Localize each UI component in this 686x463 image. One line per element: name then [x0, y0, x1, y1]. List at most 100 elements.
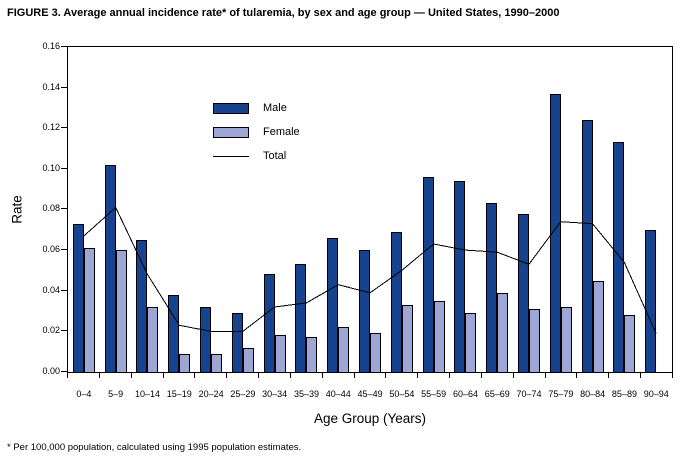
- x-tick-label: 60–64: [452, 389, 478, 399]
- bar-male: [168, 295, 180, 372]
- x-tick-label: 70–74: [516, 389, 542, 399]
- bar-female: [529, 309, 541, 372]
- y-tick-label: 0.04: [42, 285, 60, 295]
- x-tick-mark: [640, 373, 641, 378]
- age-group-cell: [291, 47, 323, 372]
- x-tick-mark: [67, 373, 68, 378]
- bar-female: [592, 281, 604, 372]
- age-group-cell: [259, 47, 291, 372]
- legend: Male Female Total: [213, 102, 300, 174]
- age-group-cell: [132, 47, 164, 372]
- x-tick-mark: [672, 373, 673, 378]
- bar-male: [136, 240, 148, 372]
- bar-female: [465, 313, 477, 372]
- x-tick-label: 40–44: [325, 389, 351, 399]
- y-tick-label: 0.10: [42, 163, 60, 173]
- bar-female: [115, 250, 127, 372]
- x-tick-label: 50–54: [389, 389, 415, 399]
- footnote: * Per 100,000 population, calculated usi…: [7, 442, 302, 453]
- age-group-cell: [513, 47, 545, 372]
- x-tick-mark: [481, 373, 482, 378]
- x-tick-mark: [163, 373, 164, 378]
- y-tick-mark: [61, 290, 67, 291]
- legend-item-total: Total: [213, 150, 300, 162]
- bar-female: [370, 333, 382, 372]
- age-group-cell: [322, 47, 354, 372]
- figure-title: FIGURE 3. Average annual incidence rate*…: [7, 7, 560, 19]
- y-axis-title: Rate: [9, 195, 25, 224]
- bar-female: [83, 248, 95, 372]
- y-tick-mark: [61, 208, 67, 209]
- age-group-cell: [450, 47, 482, 372]
- bar-female: [497, 293, 509, 372]
- age-group-cell: [609, 47, 641, 372]
- age-group-cell: [227, 47, 259, 372]
- x-tick-label: 35–39: [293, 389, 319, 399]
- y-tick-label: 0.08: [42, 203, 60, 213]
- x-tick-mark: [417, 373, 418, 378]
- age-group-cell: [481, 47, 513, 372]
- bar-male: [422, 177, 434, 372]
- x-tick-mark: [290, 373, 291, 378]
- age-group-cell: [195, 47, 227, 372]
- x-tick-label: 15–19: [166, 389, 192, 399]
- bar-male: [613, 142, 625, 372]
- x-tick-label: 75–79: [548, 389, 574, 399]
- y-tick-mark: [61, 371, 67, 372]
- x-tick-mark: [322, 373, 323, 378]
- x-tick-label: 30–34: [262, 389, 288, 399]
- x-tick-mark: [576, 373, 577, 378]
- y-tick-mark: [61, 87, 67, 88]
- y-tick-label: 0.16: [42, 41, 60, 51]
- x-tick-label: 80–84: [580, 389, 606, 399]
- bar-female: [179, 354, 191, 372]
- x-axis-title: Age Group (Years): [313, 411, 427, 426]
- x-tick-label: 25–29: [230, 389, 256, 399]
- x-tick-mark: [258, 373, 259, 378]
- x-tick-mark: [354, 373, 355, 378]
- age-group-cell: [354, 47, 386, 372]
- bar-female: [433, 301, 445, 372]
- x-tick-label: 45–49: [357, 389, 383, 399]
- x-tick-mark: [545, 373, 546, 378]
- y-tick-label: 0.14: [42, 82, 60, 92]
- bar-male: [200, 307, 212, 372]
- bar-female: [147, 307, 159, 372]
- male-swatch-icon: [213, 102, 249, 114]
- bar-male: [231, 313, 243, 372]
- y-tick-label: 0.06: [42, 244, 60, 254]
- y-tick-mark: [61, 168, 67, 169]
- bar-female: [242, 348, 254, 372]
- bar-male: [486, 203, 498, 372]
- legend-female-label: Female: [263, 126, 300, 138]
- bar-female: [338, 327, 350, 372]
- total-line-swatch-icon: [213, 155, 249, 157]
- plot-area: Male Female Total: [67, 46, 673, 373]
- x-tick-label: 55–59: [421, 389, 447, 399]
- y-tick-mark: [61, 127, 67, 128]
- x-tick-labels: 0–4 5–9 10–14 15–19 20–24 25–29 30–34 35–39 40–4…: [68, 389, 672, 399]
- bar-female: [401, 305, 413, 372]
- y-tick-label: 0.00: [42, 366, 60, 376]
- bar-male: [581, 120, 593, 372]
- age-group-cell: [163, 47, 195, 372]
- bar-male: [390, 232, 402, 372]
- legend-item-male: Male: [213, 102, 300, 114]
- bar-male: [549, 94, 561, 372]
- y-tick-mark: [61, 330, 67, 331]
- bar-male: [327, 238, 339, 372]
- x-tick-label: 5–9: [108, 389, 124, 399]
- bar-female: [306, 337, 318, 372]
- age-group-cell: [577, 47, 609, 372]
- age-group-cell: [100, 47, 132, 372]
- bar-male: [295, 264, 307, 372]
- x-tick-mark: [194, 373, 195, 378]
- bar-male: [645, 230, 657, 372]
- x-tick-mark: [608, 373, 609, 378]
- bar-female: [274, 335, 286, 372]
- x-tick-label: 20–24: [198, 389, 224, 399]
- x-tick-label: 10–14: [134, 389, 160, 399]
- bar-female: [624, 315, 636, 372]
- legend-item-female: Female: [213, 126, 300, 138]
- female-swatch-icon: [213, 126, 249, 138]
